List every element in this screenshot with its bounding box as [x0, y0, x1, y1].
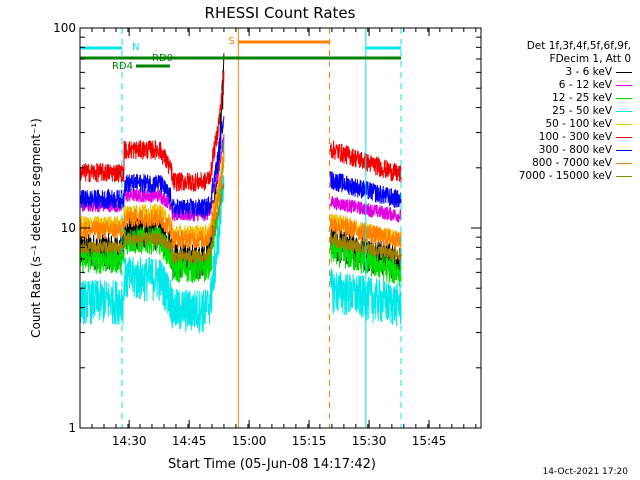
y-tick-label-2: 100	[53, 21, 76, 35]
flag-label-n: N	[132, 42, 139, 53]
chart-title: RHESSI Count Rates	[205, 4, 356, 22]
legend-label: 100 - 300 keV	[538, 131, 612, 143]
legend-label: 25 - 50 keV	[552, 105, 612, 117]
flag-label-rd4: RD4	[112, 61, 133, 72]
legend-label: 12 - 25 keV	[552, 92, 612, 104]
legend-swatch	[616, 137, 632, 138]
x-tick-label-3: 15:15	[292, 434, 327, 448]
legend-entry: 3 - 6 keV	[484, 66, 634, 79]
legend-swatch	[616, 111, 632, 112]
legend-swatch	[616, 176, 632, 177]
legend-entry: 50 - 100 keV	[484, 118, 634, 131]
series-line-pre-5	[79, 71, 225, 192]
footer-timestamp: 14-Oct-2021 17:20	[542, 467, 628, 477]
x-axis-label: Start Time (05-Jun-08 14:17:42)	[168, 457, 376, 472]
legend-swatch	[616, 124, 632, 125]
legend-label: 800 - 7000 keV	[532, 157, 612, 169]
legend-label: 300 - 800 keV	[538, 144, 612, 156]
legend-entry: 7000 - 15000 keV	[484, 170, 634, 183]
legend: Det 1f,3f,4f,5f,6f,9f, FDecim 1, Att 0 3…	[484, 40, 634, 183]
legend-label: 6 - 12 keV	[558, 79, 612, 91]
y-tick-label-0: 1	[68, 421, 76, 435]
series-line-pre-6	[79, 116, 225, 219]
flag-label-s: S	[228, 36, 234, 47]
legend-entry: 6 - 12 keV	[484, 79, 634, 92]
series-line-pre-3	[79, 175, 225, 334]
series-line-pre-1	[79, 134, 225, 222]
x-tick-label-1: 14:45	[172, 434, 207, 448]
legend-header-line-2: FDecim 1, Att 0	[549, 53, 631, 65]
legend-swatch	[616, 85, 632, 86]
legend-swatch	[616, 163, 632, 164]
legend-label: 3 - 6 keV	[565, 66, 612, 78]
y-tick-label-1: 10	[61, 221, 76, 235]
flag-label-rd0: RD0	[152, 53, 173, 64]
x-tick-label-0: 14:30	[112, 434, 147, 448]
y-axis-label: Count Rate (s⁻¹ detector segment⁻¹)	[29, 118, 43, 338]
x-tick-label-5: 15:45	[412, 434, 447, 448]
series-line-pre-7	[79, 157, 225, 250]
series-line-pre-8	[79, 183, 225, 265]
x-tick-label-2: 15:00	[232, 434, 267, 448]
legend-entry: 800 - 7000 keV	[484, 157, 634, 170]
legend-swatch	[616, 150, 632, 151]
legend-label: 7000 - 15000 keV	[518, 170, 612, 182]
legend-entry: 100 - 300 keV	[484, 131, 634, 144]
legend-swatch	[616, 72, 632, 73]
legend-entry: 12 - 25 keV	[484, 92, 634, 105]
legend-swatch	[616, 98, 632, 99]
x-tick-label-4: 15:30	[352, 434, 387, 448]
legend-header-line-1: Det 1f,3f,4f,5f,6f,9f,	[526, 40, 631, 52]
legend-entry: 25 - 50 keV	[484, 105, 634, 118]
legend-label: 50 - 100 keV	[545, 118, 612, 130]
legend-entry: 300 - 800 keV	[484, 144, 634, 157]
